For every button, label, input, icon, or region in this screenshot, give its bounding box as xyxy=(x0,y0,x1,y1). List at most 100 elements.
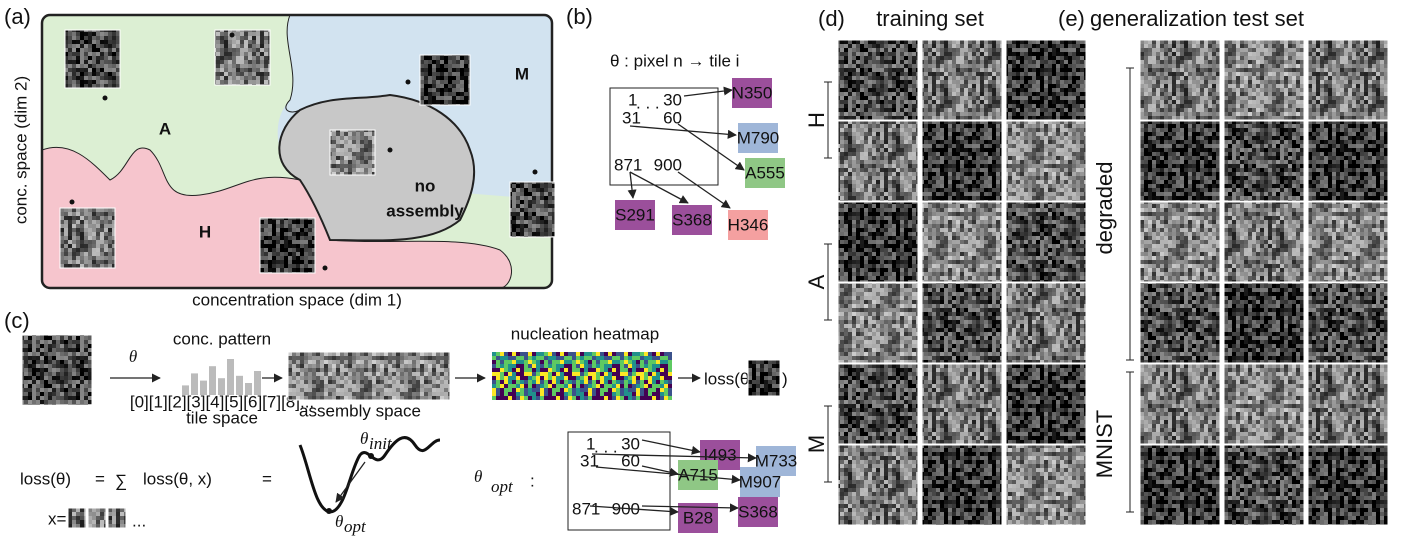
image xyxy=(838,202,918,282)
image xyxy=(60,208,115,268)
image xyxy=(330,130,375,175)
y-axis-label: conc. space (dim 2) xyxy=(11,76,30,224)
x-axis-label: concentration space (dim 1) xyxy=(192,290,402,309)
tile-label: S291 xyxy=(615,205,655,224)
image xyxy=(288,352,450,400)
arrow xyxy=(630,172,688,203)
theta: θ xyxy=(129,347,137,366)
image xyxy=(510,182,555,237)
point xyxy=(326,508,332,514)
image xyxy=(1006,202,1086,282)
bar xyxy=(245,383,252,395)
dot xyxy=(230,33,235,38)
map-title: θ : pixel n → tile i xyxy=(610,51,739,70)
bar xyxy=(254,371,261,395)
bar xyxy=(200,381,207,395)
region-label: assembly xyxy=(386,201,464,220)
arrow xyxy=(336,462,365,502)
pixel-index: 871 xyxy=(572,499,600,518)
heatmap xyxy=(492,352,672,400)
group-label: A xyxy=(804,274,829,289)
bar xyxy=(218,378,225,395)
theta-opt: θ xyxy=(335,512,343,531)
image xyxy=(1308,445,1388,525)
image xyxy=(1140,121,1220,201)
caption: assembly space xyxy=(299,401,421,420)
loss: ) xyxy=(782,369,788,388)
dot xyxy=(70,200,75,205)
image xyxy=(1006,40,1086,120)
bar xyxy=(236,376,243,395)
equation: loss(θ, x) xyxy=(143,469,212,488)
panel-label: (b) xyxy=(566,4,593,29)
equation: ... xyxy=(132,511,146,530)
loss: loss(θ, xyxy=(704,369,754,388)
image xyxy=(1140,364,1220,444)
group-label: MNIST xyxy=(1092,410,1117,478)
image xyxy=(838,445,918,525)
image xyxy=(922,283,1002,363)
dot xyxy=(388,148,393,153)
bar xyxy=(227,359,234,395)
bar xyxy=(209,366,216,395)
panel-label: (c) xyxy=(4,308,30,333)
caption: conc. pattern xyxy=(173,329,271,348)
image xyxy=(1006,283,1086,363)
image xyxy=(1224,40,1304,120)
image xyxy=(1140,445,1220,525)
dot xyxy=(323,266,328,271)
image xyxy=(108,508,126,528)
tile-label: B28 xyxy=(683,508,713,527)
panel-label: (e) xyxy=(1058,6,1085,31)
ellipsis: . . . xyxy=(636,93,660,112)
image xyxy=(748,360,780,396)
image xyxy=(260,218,315,273)
tile-label: M790 xyxy=(737,128,780,147)
image xyxy=(1308,283,1388,363)
image xyxy=(1308,121,1388,201)
image xyxy=(1006,364,1086,444)
image xyxy=(922,364,1002,444)
caption: tile space xyxy=(186,408,258,427)
theta-opt-map: θ xyxy=(474,467,482,486)
tile-label: S368 xyxy=(738,502,778,521)
image xyxy=(1308,202,1388,282)
image xyxy=(22,335,92,405)
image xyxy=(1308,364,1388,444)
tile-label: N350 xyxy=(732,83,773,102)
tile-label: S368 xyxy=(672,210,712,229)
dot xyxy=(103,96,108,101)
image xyxy=(420,55,470,105)
region-label: H xyxy=(199,222,211,241)
group-label: M xyxy=(804,435,829,453)
figure: (a) A M H no assembly conc. space (dim 2… xyxy=(0,0,1414,538)
theta-init: init xyxy=(369,434,393,453)
arrow xyxy=(678,172,730,208)
image xyxy=(1224,445,1304,525)
theta-opt-map: : xyxy=(530,471,535,490)
theta-opt-map: opt xyxy=(491,477,514,496)
image xyxy=(1006,445,1086,525)
equation: ∑ xyxy=(115,471,127,490)
region-label: M xyxy=(515,64,529,83)
group-label: H xyxy=(804,112,829,128)
image xyxy=(1140,283,1220,363)
caption: nucleation heatmap xyxy=(511,324,659,343)
panel-title: training set xyxy=(876,6,984,31)
arrow xyxy=(684,90,732,96)
image xyxy=(68,508,86,528)
image xyxy=(922,445,1002,525)
equation: loss(θ) xyxy=(20,469,71,488)
image xyxy=(1140,40,1220,120)
dot xyxy=(406,80,411,85)
region-label: A xyxy=(159,119,171,138)
image xyxy=(1308,40,1388,120)
equation: = xyxy=(95,469,105,488)
image xyxy=(88,508,106,528)
image xyxy=(1224,121,1304,201)
image xyxy=(922,121,1002,201)
group-label: degraded xyxy=(1092,162,1117,255)
pixel-index: 900 xyxy=(654,155,682,174)
panel-label: (d) xyxy=(818,6,845,31)
image xyxy=(65,30,120,88)
